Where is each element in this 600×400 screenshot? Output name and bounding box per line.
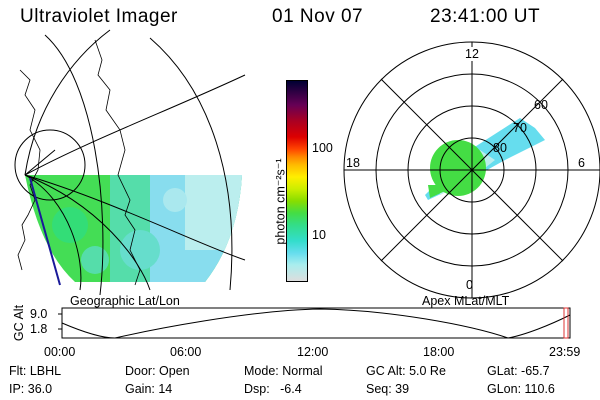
- time-label: 23:41:00 UT: [430, 6, 541, 27]
- current-time-marker: [563, 307, 569, 339]
- colorbar-tick-100: 100: [312, 141, 333, 155]
- door-info: Door: Open: [125, 364, 190, 378]
- instrument-title: Ultraviolet Imager: [20, 6, 178, 27]
- gc-alt-info: GC Alt: 5.0 Re: [366, 364, 446, 378]
- mlt-label-12: 12: [465, 47, 479, 61]
- colorbar: [286, 80, 308, 282]
- altitude-axis-label: GC Alt: [12, 304, 26, 342]
- time-tick-2359: 23:59: [549, 345, 581, 359]
- orbit-track: [29, 177, 61, 286]
- polar-panel-label: Apex MLat/MLT: [422, 294, 510, 308]
- mlt-label-0: 0: [466, 278, 473, 292]
- geo-panel-label: Geographic Lat/Lon: [70, 294, 180, 308]
- glon-info: GLon: 110.6: [487, 382, 555, 396]
- mode-info: Mode: Normal: [244, 364, 323, 378]
- mlt-label-6: 6: [578, 156, 585, 170]
- time-tick-0600: 06:00: [170, 345, 202, 359]
- ip-info: IP: 36.0: [9, 382, 53, 396]
- glat-info: GLat: -65.7: [487, 364, 550, 378]
- date-label: 01 Nov 07: [272, 6, 364, 27]
- alt-tick-1-8: 1.8: [30, 322, 48, 336]
- mlat-label-80: 80: [493, 141, 507, 155]
- time-tick-0000: 00:00: [44, 345, 76, 359]
- alt-tick-9: 9.0: [30, 307, 48, 321]
- mlat-label-60: 60: [534, 98, 548, 112]
- mlat-label-70: 70: [513, 121, 527, 135]
- gain-info: Gain: 14: [125, 382, 173, 396]
- colorbar-tick-10: 10: [312, 228, 326, 242]
- filter-info: Flt: LBHL: [9, 364, 62, 378]
- time-tick-1200: 12:00: [297, 345, 329, 359]
- dsp-info: Dsp: -6.4: [244, 382, 302, 396]
- mlt-label-18: 18: [346, 156, 360, 170]
- seq-info: Seq: 39: [366, 382, 410, 396]
- time-tick-1800: 18:00: [423, 345, 455, 359]
